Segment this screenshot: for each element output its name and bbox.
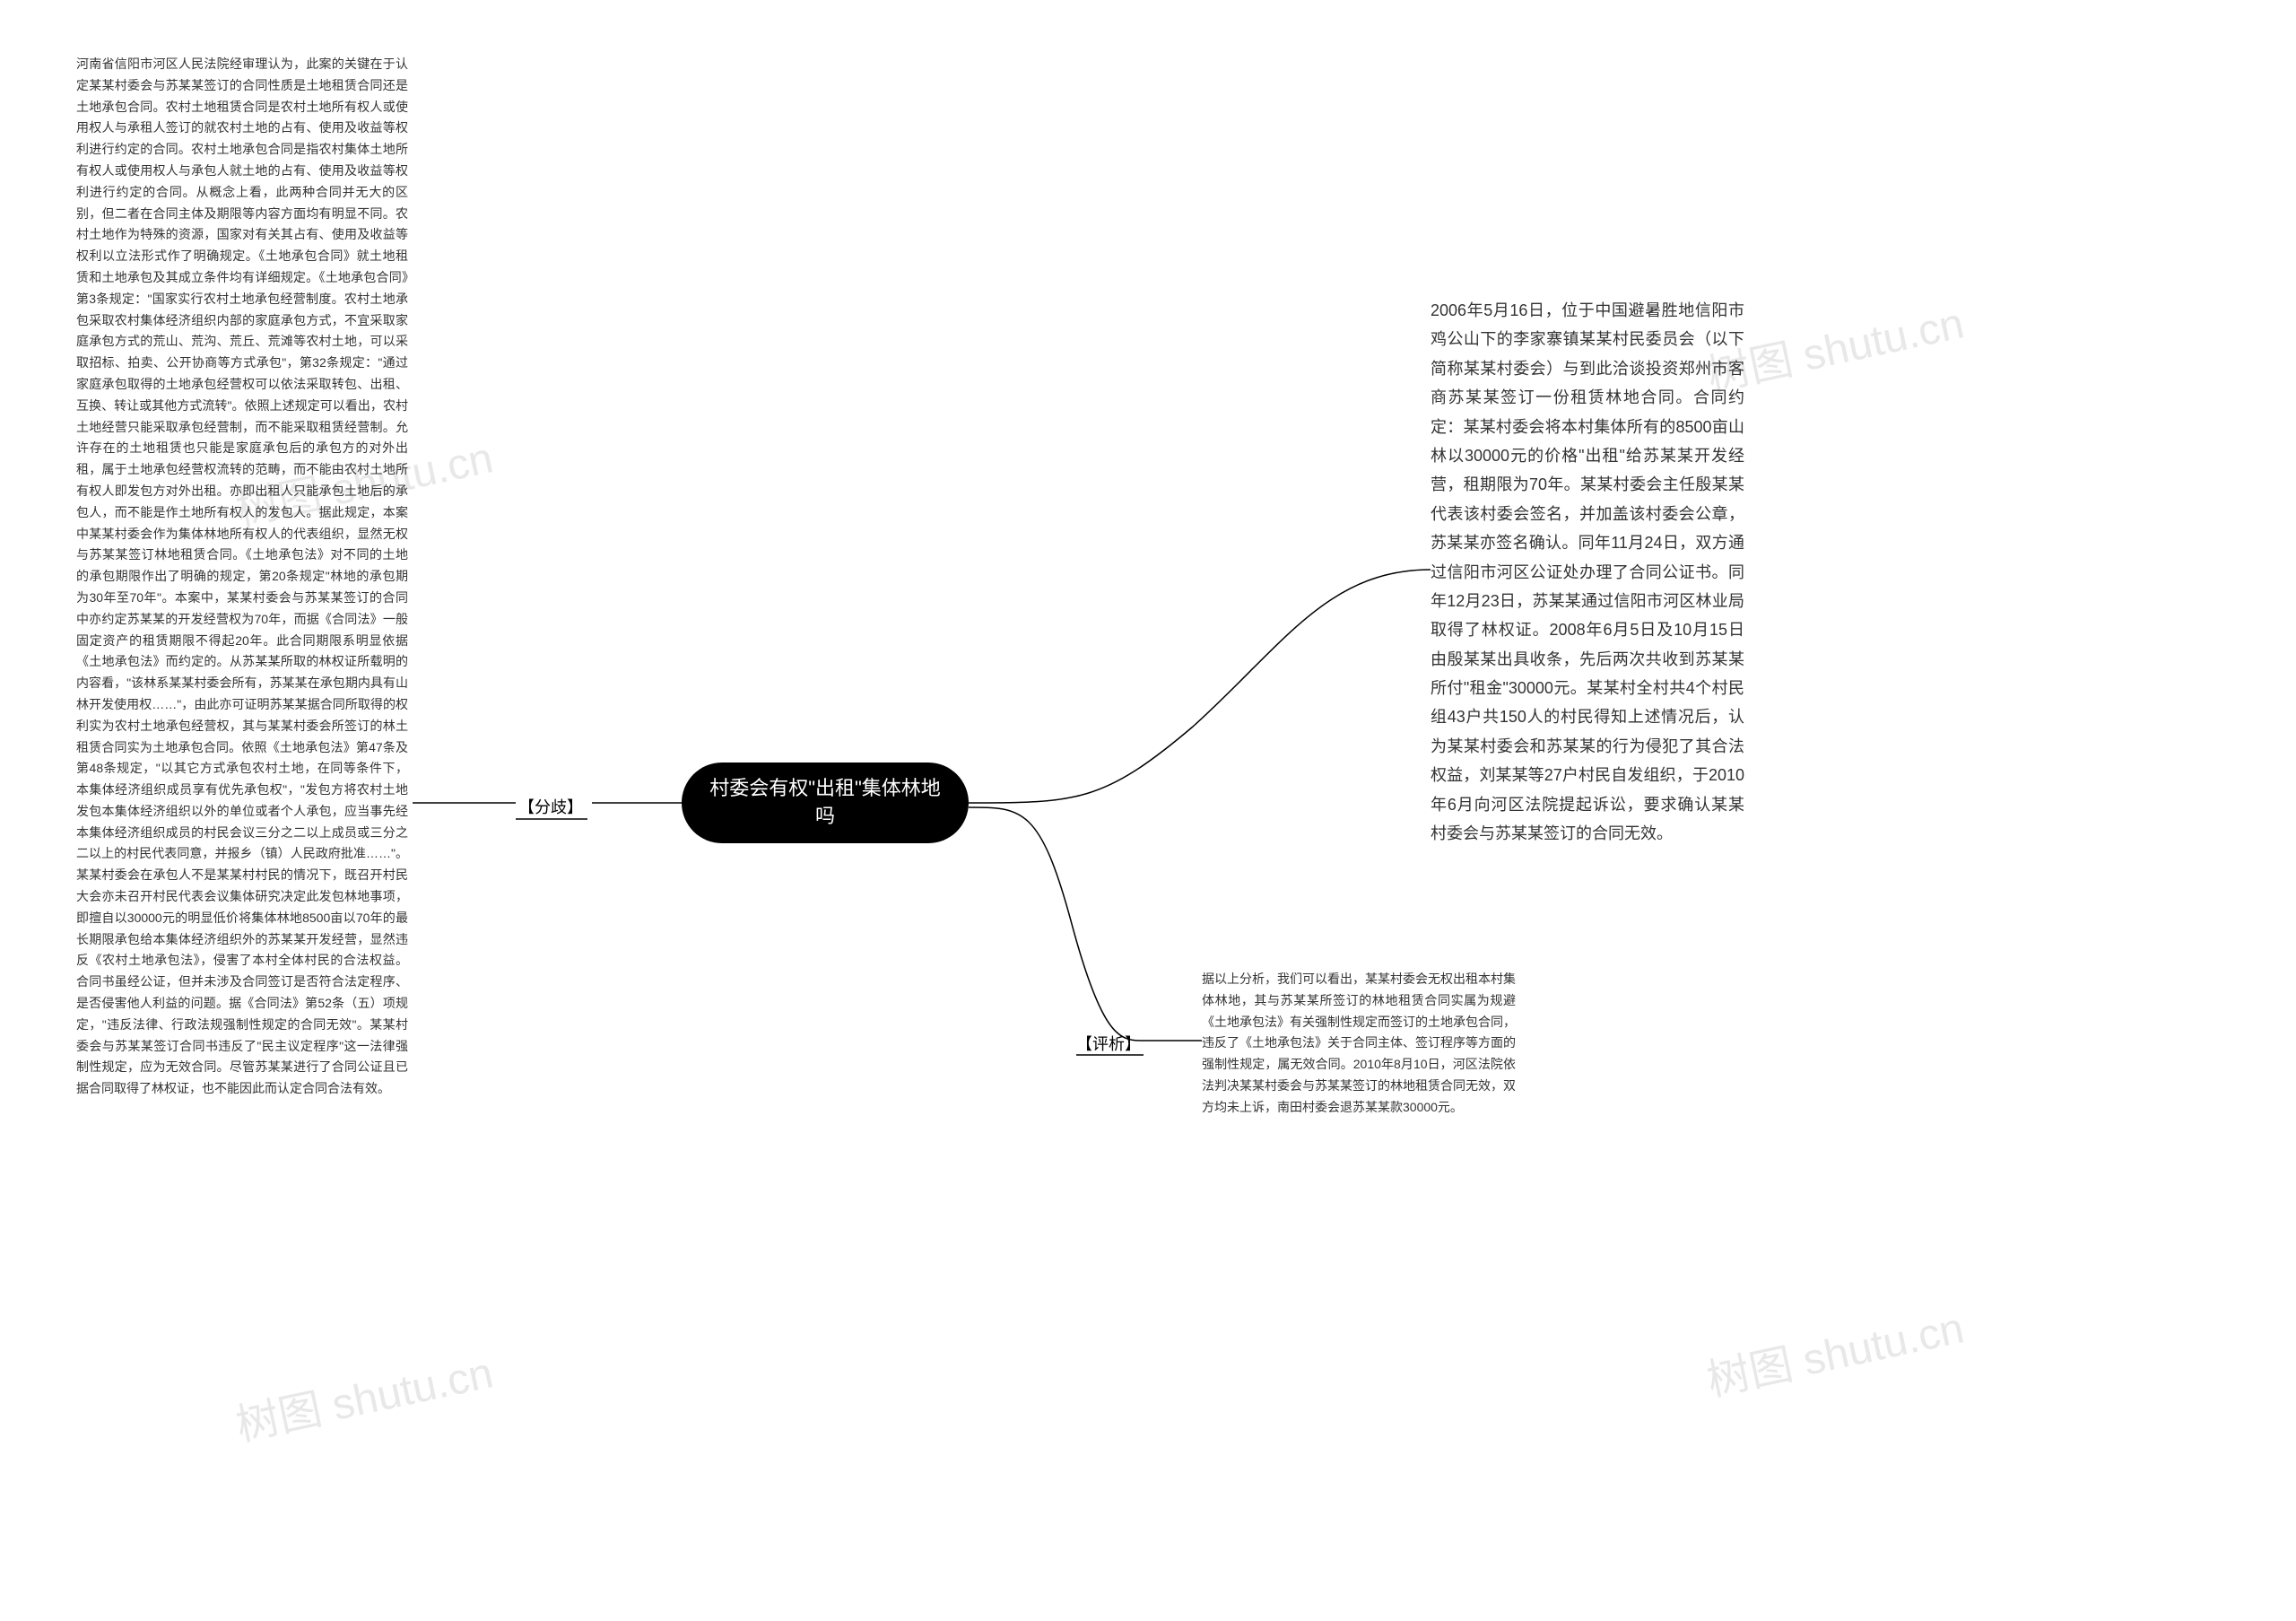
text-block-left: 河南省信阳市河区人民法院经审理认为，此案的关键在于认定某某村委会与苏某某签订的合…	[76, 54, 408, 1100]
text-block-right-top: 2006年5月16日，位于中国避暑胜地信阳市鸡公山下的李家寨镇某某村民委员会（以…	[1431, 296, 1744, 848]
connector-right-bottom	[969, 807, 1211, 1059]
watermark: 树图 shutu.cn	[1700, 1293, 1969, 1408]
connector-right-top	[969, 565, 1435, 816]
text-block-right-bottom: 据以上分析，我们可以看出，某某村委会无权出租本村集体林地，其与苏某某所签订的林地…	[1202, 969, 1516, 1119]
branch-label-right-bottom: 【评析】	[1076, 1032, 1141, 1055]
watermark: 树图 shutu.cn	[230, 1338, 498, 1453]
center-topic-node: 村委会有权"出租"集体林地吗	[682, 763, 969, 843]
branch-label-left: 【分歧】	[518, 795, 583, 818]
